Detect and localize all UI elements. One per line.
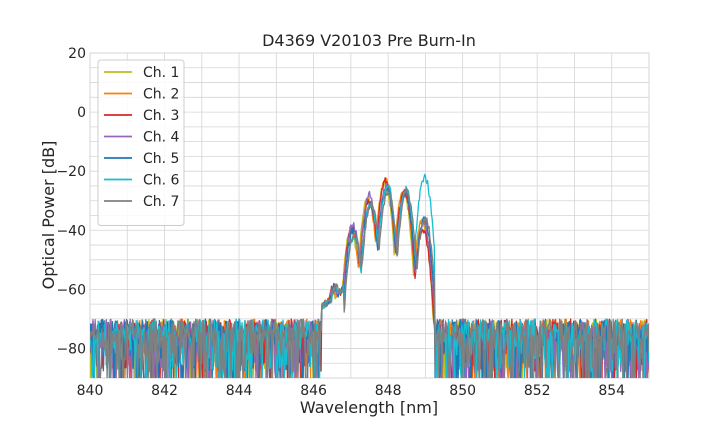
legend: Ch. 1 Ch. 2 Ch. 3 Ch. 4 Ch. 5 Ch. 6 Ch. 7 xyxy=(97,59,185,226)
series-group xyxy=(90,173,649,378)
legend-label: Ch. 2 xyxy=(143,87,179,103)
legend-label: Ch. 6 xyxy=(143,173,180,189)
x-tick-label: 840 xyxy=(77,383,104,399)
x-tick-label: 844 xyxy=(226,383,253,399)
legend-label: Ch. 7 xyxy=(143,194,179,210)
tick-labels: 840 842 844 846 848 850 852 854 −80 −60 −40 −20 0 20 xyxy=(56,46,625,399)
x-tick-label: 846 xyxy=(300,383,327,399)
legend-label: Ch. 1 xyxy=(143,65,179,81)
legend-label: Ch. 3 xyxy=(143,108,179,124)
legend-box xyxy=(97,59,185,226)
x-axis-label: Wavelength [nm] xyxy=(300,398,438,417)
y-tick-label: 0 xyxy=(77,105,86,121)
y-tick-label: −60 xyxy=(56,282,86,298)
series-line-ch-7 xyxy=(90,187,649,378)
legend-label: Ch. 5 xyxy=(143,151,179,167)
y-tick-label: −80 xyxy=(56,341,86,357)
x-tick-label: 850 xyxy=(449,383,476,399)
x-tick-label: 854 xyxy=(598,383,625,399)
y-tick-label: −40 xyxy=(56,223,86,239)
y-axis-label: Optical Power [dB] xyxy=(39,141,58,290)
y-tick-label: 20 xyxy=(68,46,86,62)
x-tick-label: 842 xyxy=(151,383,178,399)
chart-title: D4369 V20103 Pre Burn-In xyxy=(262,31,476,50)
series-line-ch-5 xyxy=(90,185,649,378)
x-tick-label: 848 xyxy=(375,383,402,399)
legend-label: Ch. 4 xyxy=(143,130,180,146)
y-tick-label: −20 xyxy=(56,164,86,180)
x-tick-label: 852 xyxy=(524,383,551,399)
